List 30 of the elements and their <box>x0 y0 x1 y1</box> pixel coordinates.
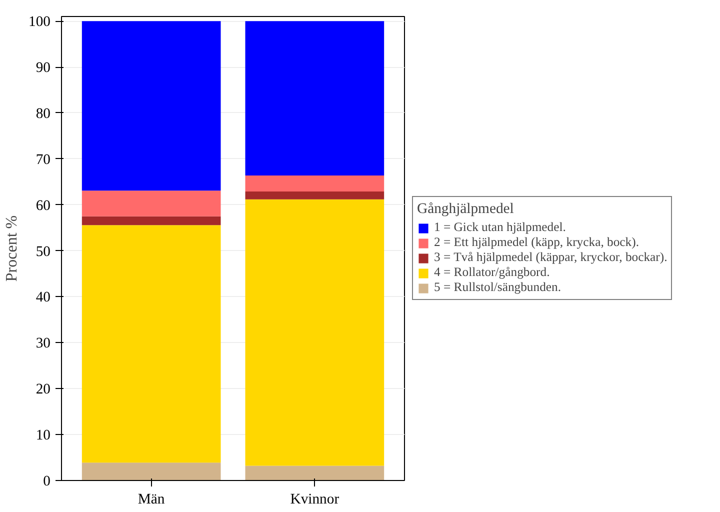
bar <box>82 225 221 463</box>
y-tick-label: 50 <box>36 244 50 260</box>
y-tick-label: 100 <box>28 14 50 30</box>
legend-label: 5 = Rullstol/sängbunden. <box>434 280 562 295</box>
y-tick-label: 30 <box>36 336 50 352</box>
x-tick-label: Kvinnor <box>290 492 340 508</box>
legend-title: Gånghjälpmedel <box>417 201 515 218</box>
legend-label: 3 = Två hjälpmedel (käppar, kryckor, bockar). <box>434 250 668 265</box>
y-tick-label: 70 <box>36 152 50 168</box>
bar <box>82 21 221 191</box>
bar <box>245 21 384 176</box>
bar <box>245 466 384 480</box>
y-tick-label: 0 <box>43 474 50 490</box>
bar <box>245 199 384 466</box>
y-tick-label: 80 <box>36 106 50 122</box>
y-tick-label: 60 <box>36 198 50 214</box>
legend-label: 4 = Rollator/gångbord. <box>434 265 550 280</box>
y-tick-label: 10 <box>36 428 50 444</box>
bar <box>245 175 384 192</box>
x-tick-label: Män <box>138 492 166 508</box>
bar <box>82 190 221 216</box>
y-tick-label: 40 <box>36 290 50 306</box>
legend-label: 2 = Ett hjälpmedel (käpp, krycka, bock). <box>434 235 640 250</box>
bar <box>82 462 221 480</box>
legend-label: 1 = Gick utan hjälpmedel. <box>434 220 566 235</box>
bar <box>245 192 384 200</box>
y-tick-label: 20 <box>36 382 50 398</box>
y-axis-title: Procent % <box>4 215 21 282</box>
bar <box>82 216 221 226</box>
y-tick-label: 90 <box>36 60 50 76</box>
